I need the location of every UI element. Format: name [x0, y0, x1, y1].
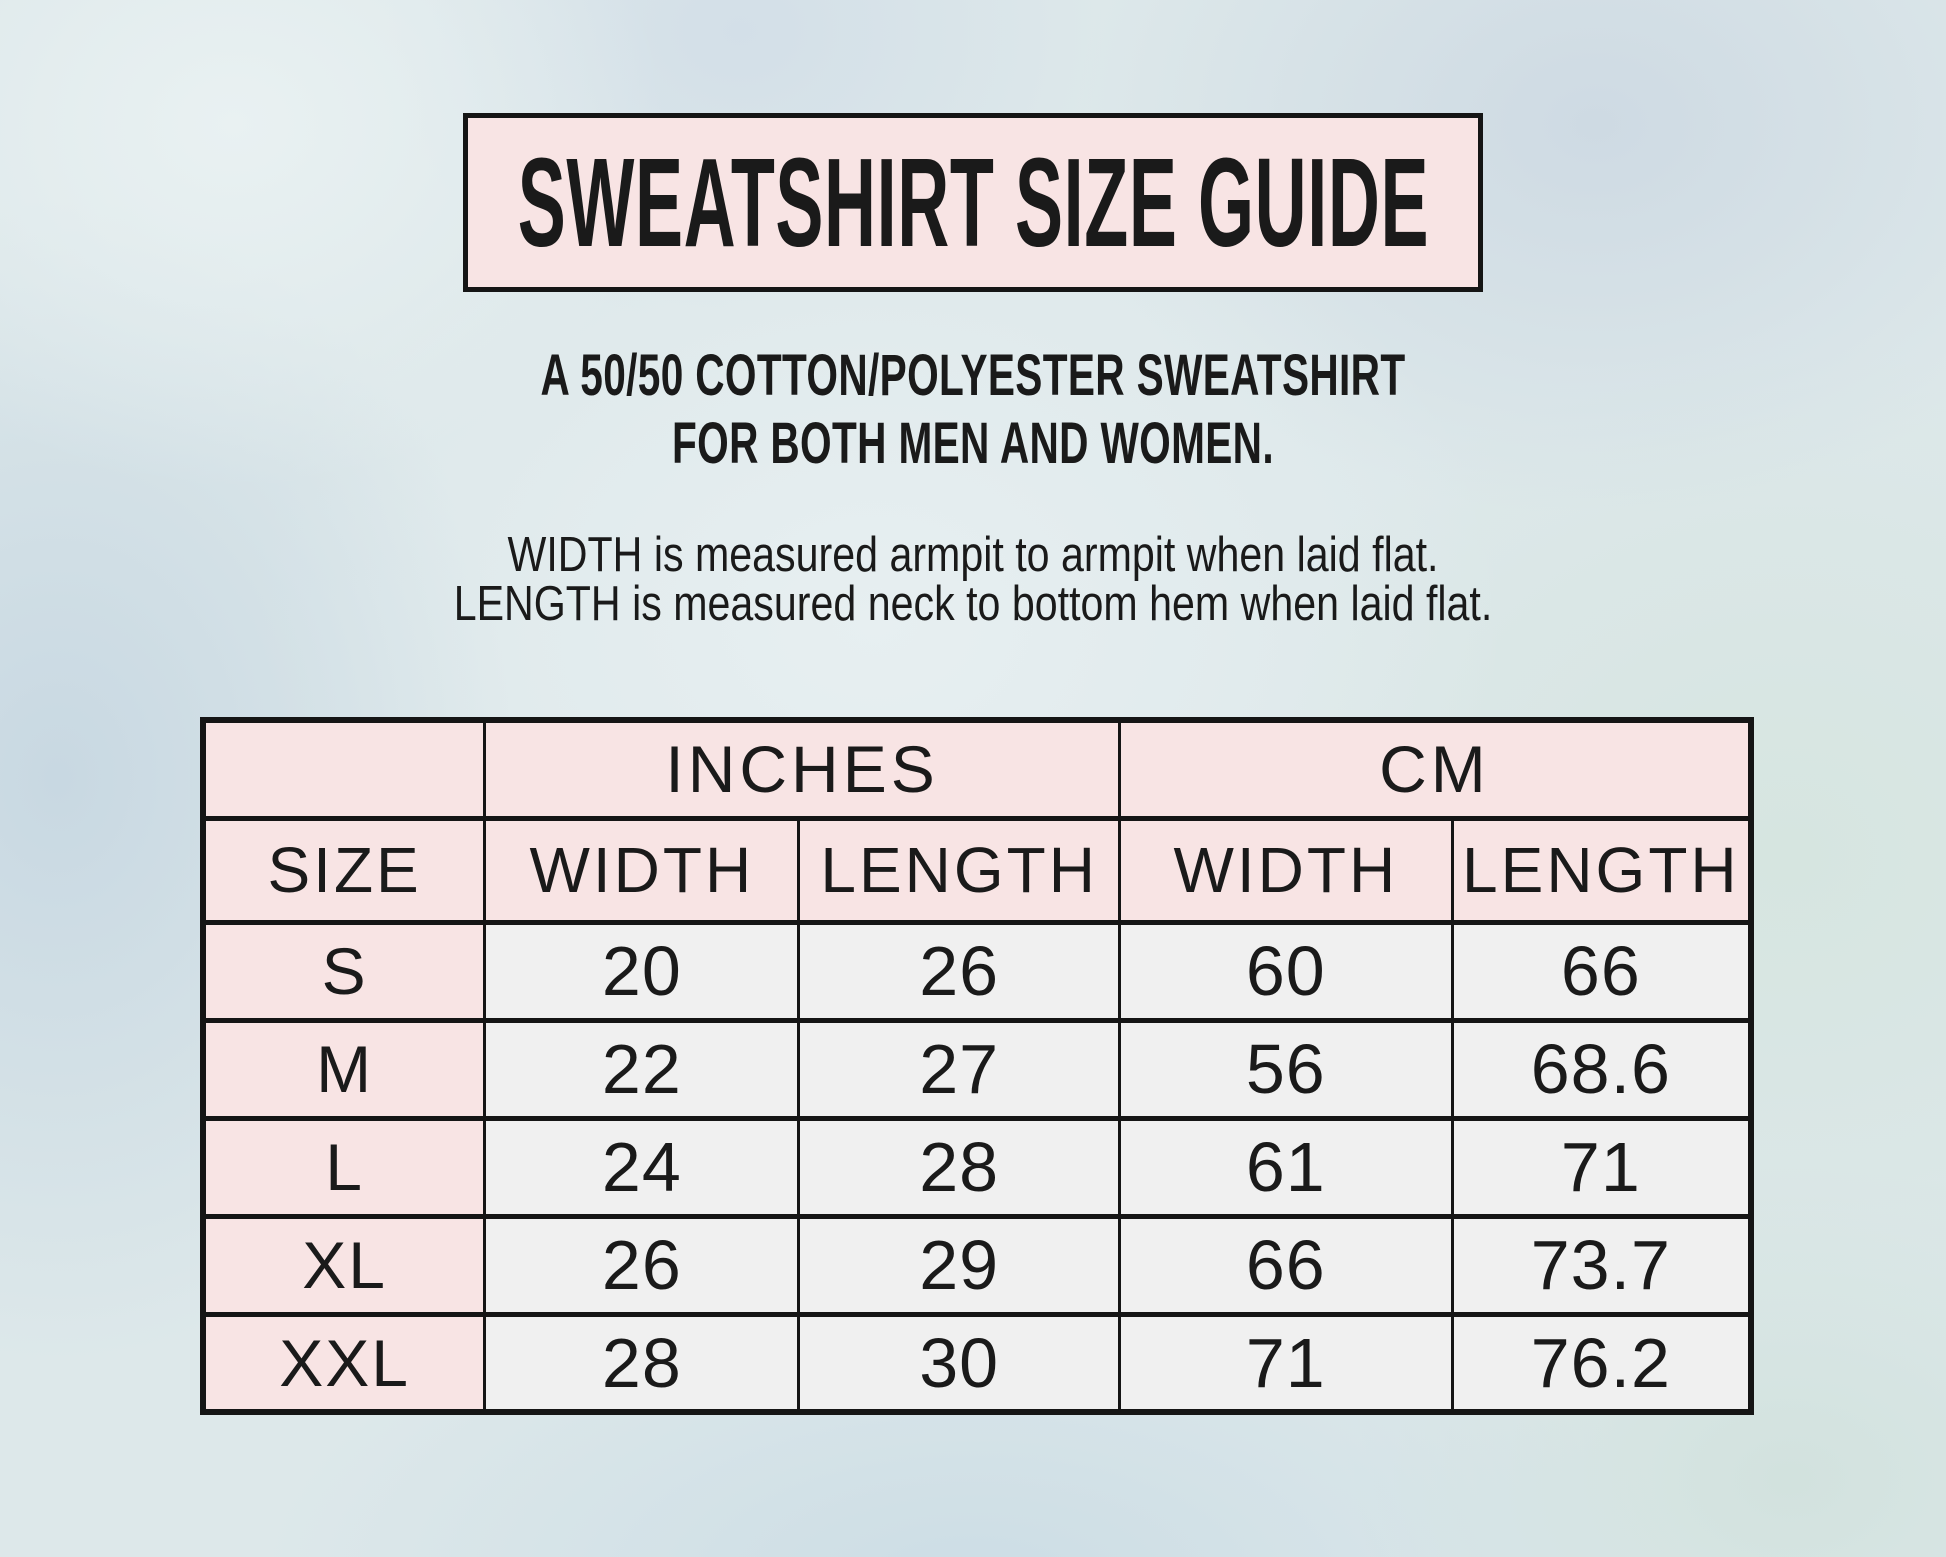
value-cell: 76.2	[1450, 1311, 1753, 1415]
value-cell: 28	[483, 1311, 801, 1415]
size-cell: S	[201, 919, 487, 1023]
measurement-note-length: LENGTH is measured neck to bottom hem wh…	[453, 577, 1493, 631]
table-row-l: L 24 28 61 71	[201, 1115, 1753, 1219]
value-cell: 73.7	[1450, 1213, 1753, 1317]
value-cell: 24	[483, 1115, 801, 1219]
inches-group-header: INCHES	[483, 717, 1121, 821]
cm-group-header: CM	[1117, 717, 1753, 821]
col-header-cm-length: LENGTH	[1450, 815, 1753, 925]
value-cell: 26	[797, 919, 1121, 1023]
size-cell: M	[201, 1017, 487, 1121]
value-cell: 71	[1117, 1311, 1454, 1415]
col-header-inches-length: LENGTH	[797, 815, 1121, 925]
col-header-inches-width: WIDTH	[483, 815, 801, 925]
value-cell: 26	[483, 1213, 801, 1317]
size-cell: XL	[201, 1213, 487, 1317]
measurement-note-width: WIDTH is measured armpit to armpit when …	[507, 528, 1439, 582]
table-row-xl: XL 26 29 66 73.7	[201, 1213, 1753, 1317]
value-cell: 56	[1117, 1017, 1454, 1121]
value-cell: 27	[797, 1017, 1121, 1121]
col-header-cm-width: WIDTH	[1117, 815, 1454, 925]
value-cell: 71	[1450, 1115, 1753, 1219]
size-table: INCHES CM SIZE WIDTH LENGTH WIDTH LENGTH…	[200, 717, 1754, 1415]
size-cell: L	[201, 1115, 487, 1219]
table-row-m: M 22 27 56 68.6	[201, 1017, 1753, 1121]
value-cell: 29	[797, 1213, 1121, 1317]
units-header-row: INCHES CM	[201, 717, 1753, 821]
subtitle-line2: FOR BOTH MEN AND WOMEN.	[672, 411, 1274, 476]
col-header-size: SIZE	[201, 815, 487, 925]
column-header-row: SIZE WIDTH LENGTH WIDTH LENGTH	[201, 815, 1753, 925]
subtitle-line1: A 50/50 COTTON/POLYESTER SWEATSHIRT	[540, 343, 1406, 408]
value-cell: 66	[1117, 1213, 1454, 1317]
value-cell: 20	[483, 919, 801, 1023]
value-cell: 30	[797, 1311, 1121, 1415]
value-cell: 60	[1117, 919, 1454, 1023]
value-cell: 22	[483, 1017, 801, 1121]
value-cell: 68.6	[1450, 1017, 1753, 1121]
size-cell: XXL	[201, 1311, 487, 1415]
value-cell: 61	[1117, 1115, 1454, 1219]
title-banner: SWEATSHIRT SIZE GUIDE	[463, 113, 1483, 292]
page-title: SWEATSHIRT SIZE GUIDE	[517, 132, 1429, 273]
value-cell: 66	[1450, 919, 1753, 1023]
table-row-s: S 20 26 60 66	[201, 919, 1753, 1023]
subtitle: A 50/50 COTTON/POLYESTER SWEATSHIRT FOR …	[292, 342, 1654, 478]
measurement-note: WIDTH is measured armpit to armpit when …	[156, 531, 1791, 629]
table-row-xxl: XXL 28 30 71 76.2	[201, 1311, 1753, 1415]
value-cell: 28	[797, 1115, 1121, 1219]
corner-cell	[201, 717, 487, 821]
